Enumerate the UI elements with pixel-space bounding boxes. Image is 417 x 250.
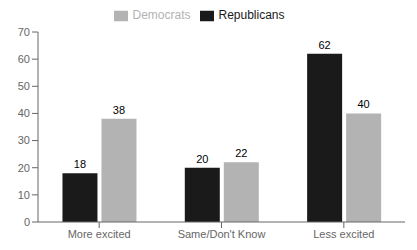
svg-text:40: 40 xyxy=(358,98,370,110)
svg-text:22: 22 xyxy=(235,147,247,159)
svg-text:62: 62 xyxy=(319,39,331,51)
svg-text:20: 20 xyxy=(18,162,30,174)
svg-text:40: 40 xyxy=(18,107,30,119)
svg-text:70: 70 xyxy=(18,26,30,38)
svg-text:30: 30 xyxy=(18,134,30,146)
svg-text:0: 0 xyxy=(24,216,30,228)
svg-text:18: 18 xyxy=(74,158,86,170)
svg-text:Less excited: Less excited xyxy=(313,228,374,240)
html-text:Democrats: Democrats xyxy=(132,8,191,22)
svg-text:20: 20 xyxy=(196,153,208,165)
svg-text:More excited: More excited xyxy=(68,228,131,240)
svg-text:60: 60 xyxy=(18,53,30,65)
svg-text:Same/Don't Know: Same/Don't Know xyxy=(178,228,266,240)
html-text:Republicans: Republicans xyxy=(218,8,285,22)
svg-text:38: 38 xyxy=(113,104,125,116)
svg-text:10: 10 xyxy=(18,189,30,201)
svg-text:50: 50 xyxy=(18,80,30,92)
